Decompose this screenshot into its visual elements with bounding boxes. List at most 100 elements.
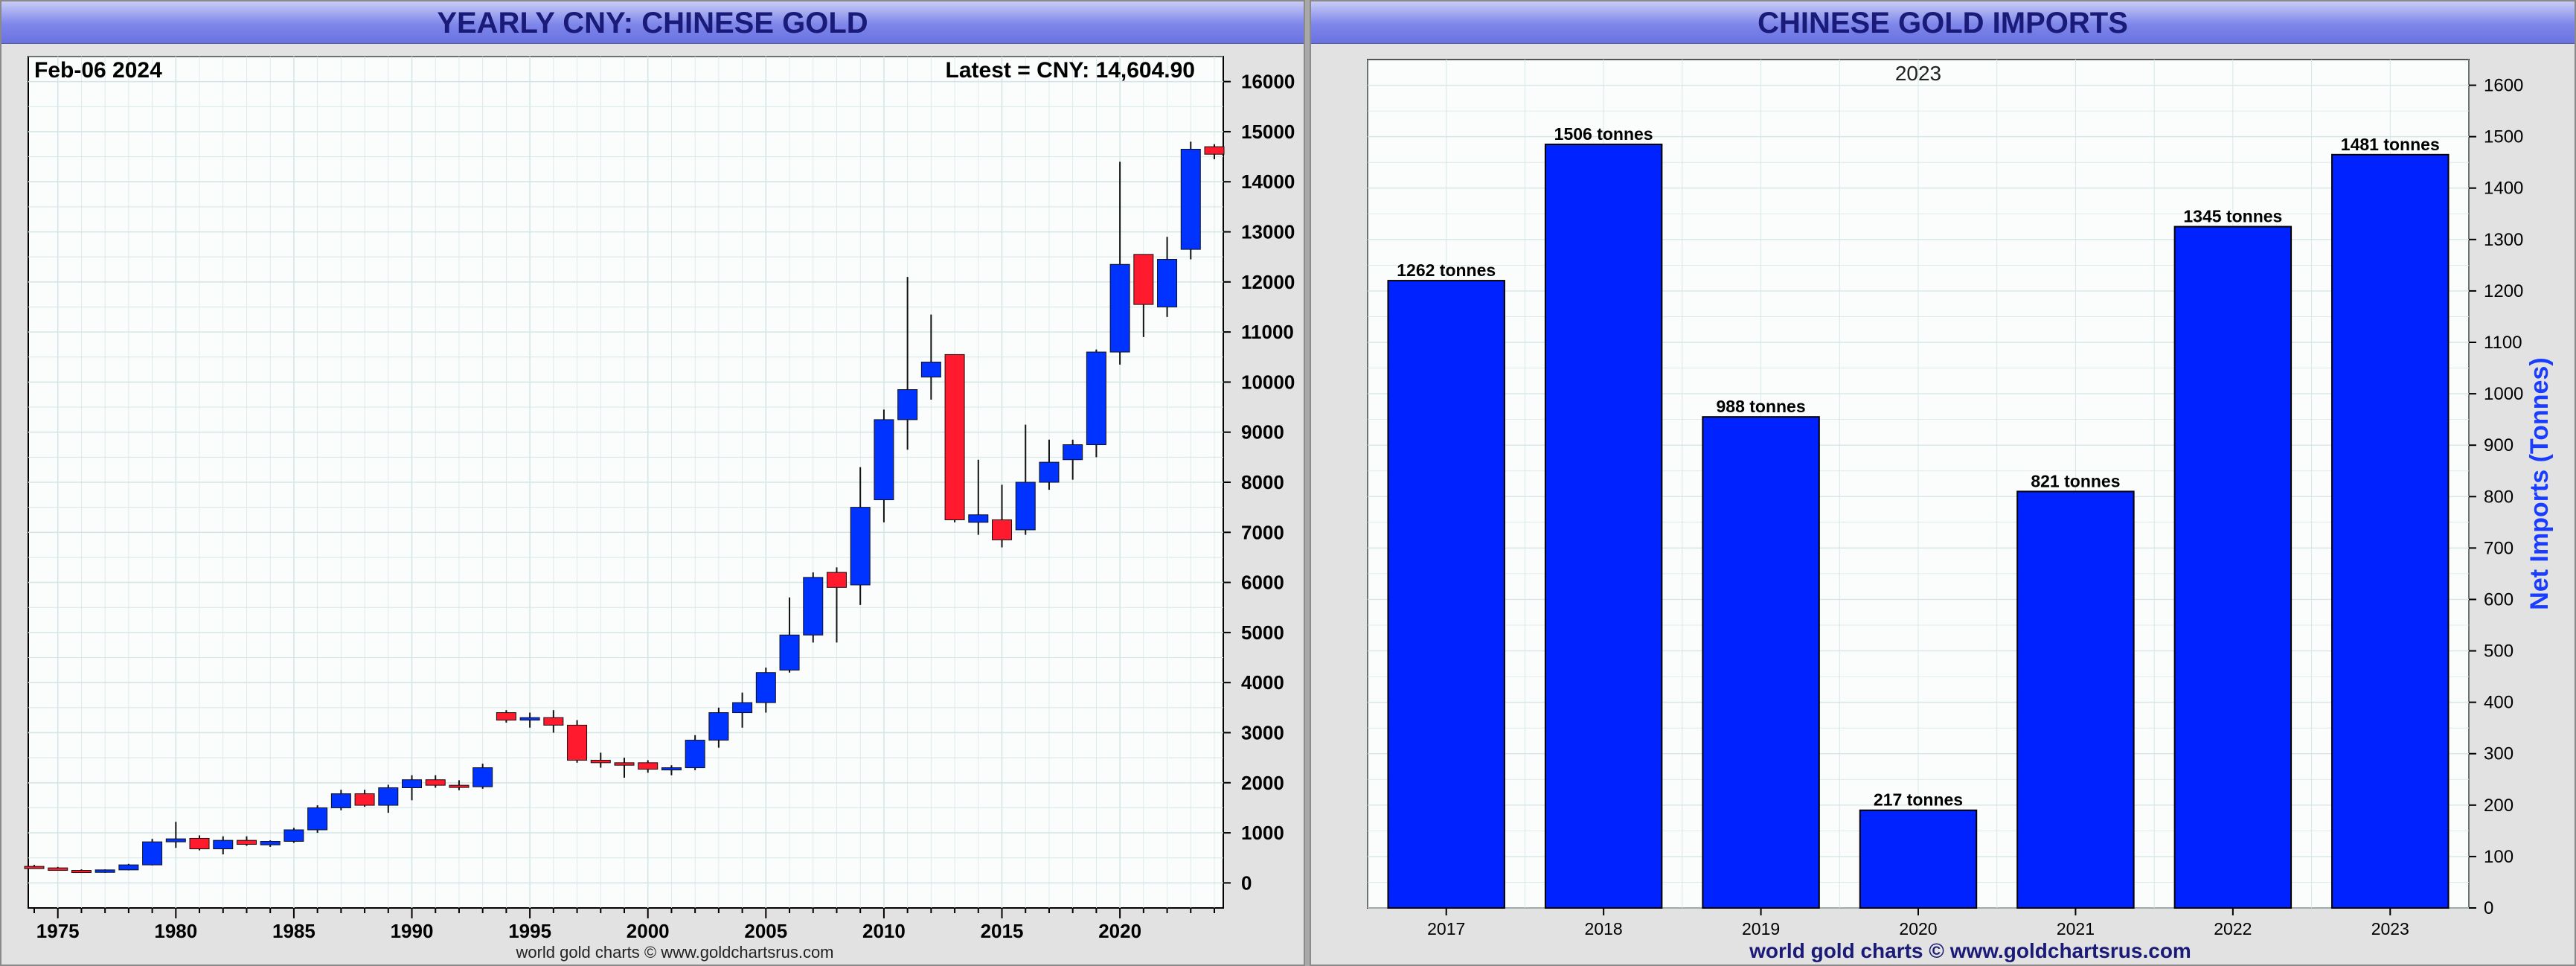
bar: [1859, 809, 1978, 909]
candle-body: [402, 779, 423, 788]
y-tick-label: 13000: [1241, 221, 1295, 243]
y-tick-label: 16000: [1241, 71, 1295, 93]
candlestick-chart: 0 1000 2000 3000 4000 5000 6000 7000 8000 9000 100…: [24, 56, 1295, 962]
candle-body: [283, 829, 304, 842]
y-tick-label: 300: [2484, 744, 2513, 764]
y-tick-label: 1400: [2484, 179, 2523, 199]
y-tick-label: 3000: [1241, 721, 1284, 743]
y-tick-label: 600: [2484, 589, 2513, 610]
candle-body: [992, 519, 1013, 540]
candle-body: [472, 767, 493, 787]
right-chart-title: CHINESE GOLD IMPORTS: [1758, 7, 2128, 39]
y-tick-label: 1500: [2484, 127, 2523, 147]
x-tick-label: 2019: [1742, 919, 1780, 938]
candle-body: [425, 779, 446, 786]
candles: [24, 141, 1225, 874]
y-tick-label: 800: [2484, 487, 2513, 507]
candle-body: [354, 793, 375, 806]
y-tick-label: 4000: [1241, 671, 1284, 694]
y-axis-title: Net Imports (Tonnes): [2525, 357, 2554, 610]
y-tick-label: 1000: [2484, 384, 2523, 404]
y-tick-label: 2000: [1241, 772, 1284, 794]
candle-body: [897, 389, 918, 420]
bar-value-label: 1345 tonnes: [2183, 207, 2282, 226]
candle-body: [330, 793, 351, 808]
candle-body: [519, 717, 540, 721]
x-tick-label: 2021: [2057, 919, 2095, 938]
x-tick-label: 1985: [272, 920, 315, 942]
y-tick-label: 1200: [2484, 281, 2523, 301]
candle-body: [1063, 444, 1083, 461]
y-tick-label: 14000: [1241, 170, 1295, 193]
candle-body: [1086, 351, 1106, 446]
x-tick-label: 1980: [154, 920, 197, 942]
candle-body: [1204, 146, 1225, 155]
y-tick-label: 0: [1241, 871, 1252, 894]
y-tick-label: 400: [2484, 693, 2513, 713]
candle-body: [874, 419, 894, 501]
bar-value-label: 988 tonnes: [1716, 397, 1805, 416]
candle-body: [920, 361, 941, 378]
candle-body: [850, 507, 871, 586]
left-panel: YEARLY CNY: CHINESE GOLD 0 1000 2000 3000 40…: [0, 0, 1305, 966]
y-tick-label: 15000: [1241, 121, 1295, 143]
y-tick-label: 1300: [2484, 230, 2523, 250]
candle-body: [567, 724, 588, 761]
x-tick-label: 1995: [508, 920, 551, 942]
bar: [1544, 144, 1663, 909]
footer-credit: world gold charts © www.goldchartsrus.co…: [1749, 939, 2191, 962]
x-tick-label: 2023: [2371, 919, 2409, 938]
candle-body: [708, 712, 729, 741]
x-tick-label: 2015: [981, 920, 1024, 942]
candle-body: [1180, 148, 1201, 250]
right-title-bar: CHINESE GOLD IMPORTS: [1311, 1, 2575, 44]
y-tick-label: 1000: [1241, 822, 1284, 844]
right-panel: CHINESE GOLD IMPORTS 0 100 200 300 400 500 600…: [1310, 0, 2576, 966]
y-tick-label: 11000: [1241, 321, 1294, 343]
candle-body: [803, 577, 824, 636]
y-tick-label: 12000: [1241, 271, 1295, 293]
candle-body: [543, 717, 564, 726]
candle-body: [94, 869, 115, 873]
candle-body: [685, 740, 705, 769]
y-tick-label: 6000: [1241, 572, 1284, 594]
candle-body: [614, 762, 635, 766]
left-title-bar: YEARLY CNY: CHINESE GOLD: [1, 1, 1304, 44]
bar-value-label: 1506 tonnes: [1554, 124, 1653, 144]
y-tick-label: 700: [2484, 538, 2513, 558]
candle-body: [378, 787, 399, 806]
candle-body: [142, 841, 163, 866]
candle-body: [165, 838, 186, 842]
candle-body: [48, 867, 68, 871]
candle-body: [1015, 482, 1036, 531]
y-tick-label: 5000: [1241, 621, 1284, 644]
candle-body: [1157, 259, 1178, 307]
x-tick-label: 1975: [36, 920, 80, 942]
x-tick-label: 2018: [1585, 919, 1623, 938]
y-tick-label: 200: [2484, 796, 2513, 816]
candle-body: [755, 672, 776, 703]
candle-body: [590, 759, 611, 764]
y-tick-label: 9000: [1241, 421, 1284, 444]
x-tick-label: 2020: [1098, 920, 1141, 942]
x-tick-label: 2000: [627, 920, 670, 942]
latest-price-label: Latest = CNY: 14,604.90: [946, 58, 1195, 83]
bar: [2331, 153, 2450, 909]
footer-credit: world gold charts © www.goldchartsrus.co…: [515, 943, 833, 962]
bar: [2016, 490, 2135, 909]
bar-value-label: 821 tonnes: [2031, 471, 2120, 490]
x-tick-label: 2020: [1899, 919, 1937, 938]
candle-body: [826, 572, 847, 588]
date-label: Feb-06 2024: [34, 58, 162, 83]
left-chart-title: YEARLY CNY: CHINESE GOLD: [437, 7, 868, 39]
x-tick-label: 2005: [744, 920, 787, 942]
candle-body: [213, 839, 234, 850]
candle-body: [71, 870, 92, 874]
y-tick-label: 10000: [1241, 371, 1295, 393]
y-tick-label: 1600: [2484, 76, 2523, 96]
candle-body: [118, 864, 139, 871]
bar-value-label: 1262 tonnes: [1397, 260, 1496, 280]
candle-body: [1109, 263, 1130, 353]
imports-bar-chart: 0 100 200 300 400 500 600 700 800 900 1000 1100 1200…: [1367, 59, 2554, 962]
bar: [2173, 225, 2293, 909]
